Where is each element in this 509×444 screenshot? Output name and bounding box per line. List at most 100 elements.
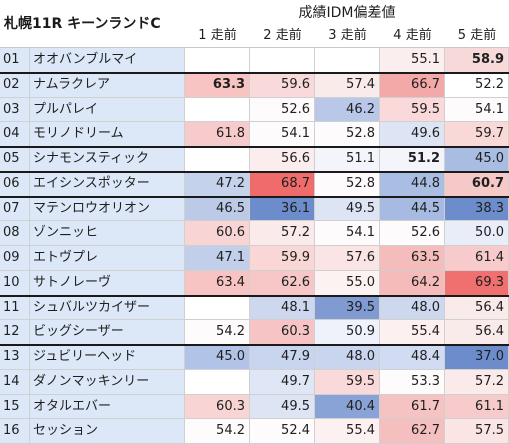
idm-value-cell[interactable]: 46.2 [315,97,380,123]
idm-value-cell[interactable]: 47.1 [185,246,250,271]
idm-value-cell[interactable]: 59.5 [380,97,445,123]
idm-value-cell[interactable]: 48.0 [315,345,380,370]
idm-value-cell[interactable]: 69.3 [445,270,509,296]
horse-name[interactable]: ナムラクレア [30,72,185,98]
idm-value-cell[interactable]: 52.4 [250,419,315,444]
idm-value-cell[interactable]: 49.5 [315,196,380,222]
idm-value-cell[interactable]: 62.6 [250,270,315,296]
idm-value-cell[interactable]: 57.6 [315,246,380,271]
horse-name[interactable]: シュバルツカイザー [30,295,185,321]
idm-value-cell[interactable]: 59.9 [250,246,315,271]
horse-number[interactable]: 12 [0,320,30,345]
idm-value-cell[interactable]: 54.1 [315,221,380,246]
idm-value-cell[interactable]: 61.8 [185,122,250,147]
idm-value-cell[interactable]: 38.3 [445,196,509,222]
idm-value-cell[interactable]: 63.4 [185,270,250,296]
horse-number[interactable]: 05 [0,147,30,172]
idm-value-cell[interactable] [185,97,250,123]
horse-number[interactable]: 15 [0,394,30,420]
idm-value-cell[interactable]: 49.6 [380,122,445,147]
idm-value-cell[interactable]: 59.6 [250,72,315,98]
idm-value-cell[interactable]: 50.0 [445,221,509,246]
idm-value-cell[interactable] [185,147,250,172]
horse-name[interactable]: オオバンブルマイ [30,48,185,73]
idm-value-cell[interactable]: 55.4 [380,320,445,345]
idm-value-cell[interactable]: 61.4 [445,246,509,271]
horse-name[interactable]: モリノドリーム [30,122,185,147]
horse-name[interactable]: ダノンマッキンリー [30,369,185,395]
idm-value-cell[interactable]: 60.3 [250,320,315,345]
idm-value-cell[interactable]: 40.4 [315,394,380,420]
idm-value-cell[interactable]: 52.8 [315,171,380,197]
idm-value-cell[interactable]: 61.1 [445,394,509,420]
horse-number[interactable]: 09 [0,246,30,271]
horse-number[interactable]: 02 [0,72,30,98]
idm-value-cell[interactable]: 57.4 [315,72,380,98]
idm-value-cell[interactable]: 48.0 [380,295,445,321]
horse-name[interactable]: セッション [30,419,185,444]
idm-value-cell[interactable]: 63.5 [380,246,445,271]
idm-value-cell[interactable]: 44.5 [380,196,445,222]
horse-number[interactable]: 03 [0,97,30,123]
idm-value-cell[interactable]: 54.2 [185,419,250,444]
idm-value-cell[interactable]: 56.4 [445,295,509,321]
idm-value-cell[interactable]: 47.2 [185,171,250,197]
horse-number[interactable]: 14 [0,369,30,395]
horse-name[interactable]: エイシンスポッター [30,171,185,197]
idm-value-cell[interactable]: 39.5 [315,295,380,321]
idm-value-cell[interactable]: 52.6 [250,97,315,123]
idm-value-cell[interactable]: 57.2 [445,369,509,395]
horse-name[interactable]: プルパレイ [30,97,185,123]
idm-value-cell[interactable]: 56.4 [445,320,509,345]
idm-value-cell[interactable]: 55.4 [315,419,380,444]
idm-value-cell[interactable]: 66.7 [380,72,445,98]
idm-value-cell[interactable]: 54.2 [185,320,250,345]
idm-value-cell[interactable]: 51.2 [380,147,445,172]
idm-value-cell[interactable]: 45.0 [185,345,250,370]
idm-value-cell[interactable]: 54.1 [250,122,315,147]
idm-value-cell[interactable]: 50.9 [315,320,380,345]
idm-value-cell[interactable]: 68.7 [250,171,315,197]
horse-number[interactable]: 04 [0,122,30,147]
idm-value-cell[interactable]: 48.4 [380,345,445,370]
horse-number[interactable]: 16 [0,419,30,444]
idm-value-cell[interactable]: 45.0 [445,147,509,172]
idm-value-cell[interactable]: 49.5 [250,394,315,420]
idm-value-cell[interactable]: 52.2 [445,72,509,98]
idm-value-cell[interactable]: 46.5 [185,196,250,222]
horse-name[interactable]: オタルエバー [30,394,185,420]
horse-number[interactable]: 11 [0,295,30,321]
idm-value-cell[interactable]: 36.1 [250,196,315,222]
idm-value-cell[interactable]: 57.5 [445,419,509,444]
horse-name[interactable]: ゾンニッヒ [30,221,185,246]
column-header-3[interactable]: 3 走前 [328,28,367,43]
idm-value-cell[interactable]: 60.3 [185,394,250,420]
idm-value-cell[interactable] [185,295,250,321]
idm-value-cell[interactable]: 47.9 [250,345,315,370]
idm-value-cell[interactable]: 44.8 [380,171,445,197]
idm-value-cell[interactable]: 64.2 [380,270,445,296]
horse-number[interactable]: 06 [0,171,30,197]
idm-value-cell[interactable]: 57.2 [250,221,315,246]
idm-value-cell[interactable]: 37.0 [445,345,509,370]
idm-value-cell[interactable]: 53.3 [380,369,445,395]
horse-name[interactable]: サトノレーヴ [30,270,185,296]
column-header-4[interactable]: 4 走前 [393,28,432,43]
idm-value-cell[interactable]: 49.7 [250,369,315,395]
idm-value-cell[interactable]: 56.6 [250,147,315,172]
idm-value-cell[interactable]: 55.0 [315,270,380,296]
horse-number[interactable]: 08 [0,221,30,246]
horse-number[interactable]: 01 [0,48,30,73]
column-header-2[interactable]: 2 走前 [263,28,302,43]
horse-name[interactable]: エトヴプレ [30,246,185,271]
horse-name[interactable]: マテンロウオリオン [30,196,185,222]
idm-value-cell[interactable]: 60.7 [445,171,509,197]
idm-value-cell[interactable]: 61.7 [380,394,445,420]
idm-value-cell[interactable] [250,48,315,73]
idm-value-cell[interactable]: 62.7 [380,419,445,444]
idm-value-cell[interactable]: 55.1 [380,48,445,73]
idm-value-cell[interactable]: 51.1 [315,147,380,172]
column-header-5[interactable]: 5 走前 [457,28,497,43]
idm-value-cell[interactable]: 63.3 [185,72,250,98]
idm-value-cell[interactable] [185,369,250,395]
